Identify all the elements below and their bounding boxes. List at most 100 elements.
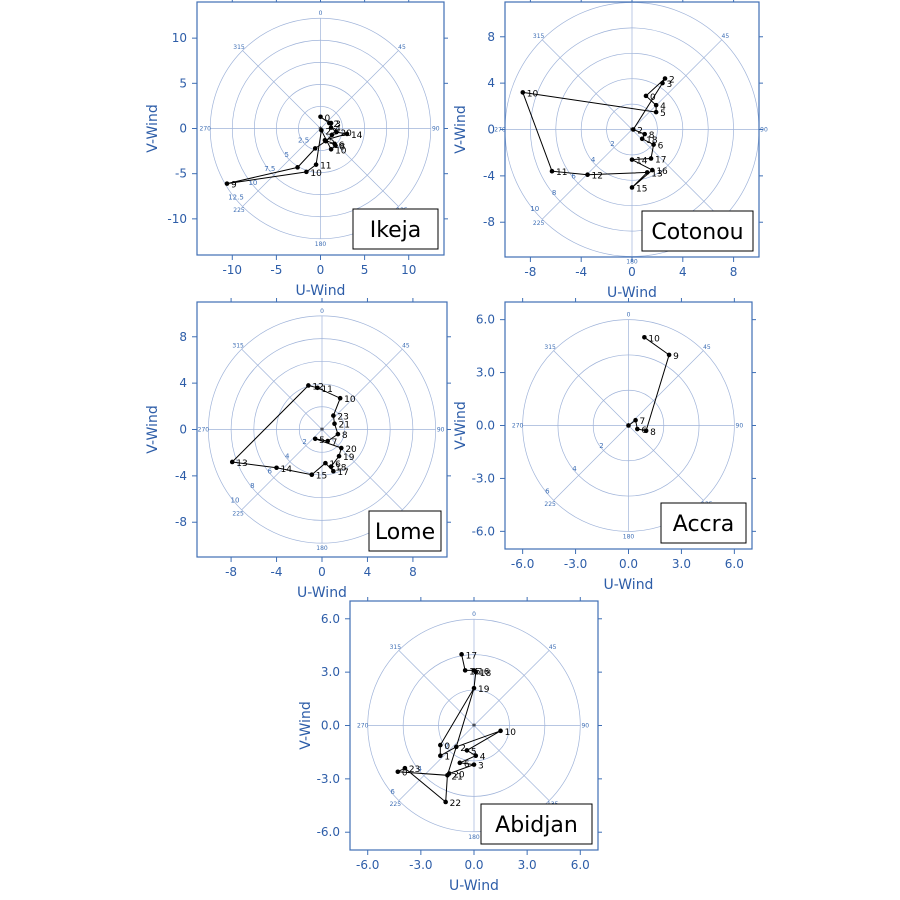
y-tick-label: -6.0 bbox=[472, 524, 495, 538]
data-point bbox=[333, 143, 338, 148]
data-point bbox=[660, 80, 665, 86]
hodograph-line bbox=[522, 78, 666, 188]
ring-label: 2 bbox=[610, 140, 614, 148]
data-point bbox=[438, 742, 443, 748]
azimuth-label: 90 bbox=[437, 427, 445, 434]
point-label: 19 bbox=[478, 685, 490, 695]
data-point bbox=[626, 423, 631, 428]
data-point bbox=[471, 762, 477, 767]
x-axis-label: U-Wind bbox=[607, 285, 657, 301]
data-point bbox=[331, 413, 336, 418]
x-tick-label: -4 bbox=[575, 265, 587, 279]
point-label: 18 bbox=[480, 669, 492, 679]
polar-spoke bbox=[631, 39, 723, 130]
point-label: 6 bbox=[339, 141, 345, 151]
point-label: 10 bbox=[344, 395, 356, 405]
data-point bbox=[629, 185, 635, 190]
point-label: 2 bbox=[637, 127, 643, 137]
point-label: 5 bbox=[329, 137, 335, 147]
data-point bbox=[312, 146, 318, 151]
point-label: 16 bbox=[656, 167, 668, 177]
data-point bbox=[337, 395, 343, 401]
data-point bbox=[639, 136, 645, 142]
polar-spoke bbox=[321, 429, 403, 511]
point-label: 14 bbox=[636, 157, 648, 167]
ring-label: 2 bbox=[302, 438, 306, 446]
x-tick-label: 0.0 bbox=[619, 557, 638, 571]
panel-lome: 04590135180225270315246810-8-4048840-4-8… bbox=[145, 298, 451, 601]
polar-spoke bbox=[541, 39, 633, 130]
x-axis-label: U-Wind bbox=[449, 878, 499, 894]
data-point bbox=[329, 132, 335, 138]
y-tick-label: -3.0 bbox=[317, 772, 340, 786]
polar-spoke bbox=[320, 128, 399, 207]
azimuth-label: 225 bbox=[232, 510, 244, 517]
azimuth-label: 225 bbox=[390, 801, 402, 808]
ring-label: 4 bbox=[285, 453, 290, 461]
data-point bbox=[635, 426, 640, 432]
azimuth-label: 270 bbox=[200, 126, 212, 133]
data-point bbox=[653, 102, 659, 108]
y-tick-label: -4 bbox=[483, 169, 495, 183]
point-label: 23 bbox=[337, 413, 348, 423]
panel-accra: 04590135180225270315246-6.0-3.00.03.06.0… bbox=[453, 298, 756, 593]
point-label: 10 bbox=[505, 728, 517, 738]
point-label: 4 bbox=[660, 102, 666, 112]
x-axis-label: U-Wind bbox=[297, 585, 347, 601]
y-tick-label: 8 bbox=[487, 30, 495, 44]
azimuth-label: 270 bbox=[512, 423, 524, 430]
x-tick-label: 6.0 bbox=[725, 557, 744, 571]
data-point bbox=[319, 128, 324, 133]
point-label: 15 bbox=[636, 184, 647, 194]
point-label: 8 bbox=[342, 431, 348, 441]
data-point bbox=[402, 765, 408, 771]
point-label: 18 bbox=[646, 136, 658, 146]
data-point bbox=[332, 421, 337, 427]
azimuth-label: 315 bbox=[544, 344, 556, 351]
y-tick-label: 6.0 bbox=[476, 313, 495, 327]
ring-label: 10 bbox=[530, 205, 539, 213]
azimuth-label: 90 bbox=[432, 126, 440, 133]
azimuth-label: 45 bbox=[398, 44, 406, 51]
y-tick-label: -10 bbox=[167, 212, 187, 226]
azimuth-label: 315 bbox=[232, 343, 244, 350]
data-point bbox=[644, 170, 650, 175]
x-tick-label: 4 bbox=[364, 565, 372, 579]
azimuth-label: 270 bbox=[357, 723, 369, 730]
x-tick-label: -3.0 bbox=[409, 858, 432, 872]
x-tick-label: 5 bbox=[361, 263, 369, 277]
ring-label: 2 bbox=[445, 742, 449, 750]
point-label: 8 bbox=[339, 143, 345, 153]
point-label: 17 bbox=[337, 468, 348, 478]
y-tick-label: -6.0 bbox=[317, 825, 340, 839]
x-tick-label: 4 bbox=[679, 265, 687, 279]
point-label: 8 bbox=[650, 428, 656, 438]
data-point bbox=[336, 453, 342, 459]
point-label: 22 bbox=[325, 127, 336, 137]
station-name-box bbox=[480, 803, 593, 845]
point-label: 10 bbox=[648, 334, 660, 344]
y-tick-label: 10 bbox=[172, 31, 187, 45]
y-tick-label: 3.0 bbox=[321, 665, 340, 679]
point-label: 16 bbox=[478, 667, 490, 677]
data-point bbox=[438, 753, 443, 759]
point-label: 21 bbox=[451, 772, 462, 782]
polar-spoke bbox=[241, 348, 323, 430]
data-point bbox=[344, 131, 350, 137]
polar-spoke bbox=[628, 350, 704, 426]
station-name: Cotonou bbox=[651, 220, 743, 245]
data-point bbox=[462, 668, 468, 673]
polar-spoke bbox=[398, 725, 475, 801]
data-point bbox=[459, 652, 464, 657]
polar-spoke bbox=[320, 50, 399, 129]
data-point bbox=[295, 165, 300, 170]
point-label: 22 bbox=[450, 799, 461, 809]
data-point bbox=[224, 181, 230, 186]
point-label: 8 bbox=[649, 131, 655, 141]
y-tick-label: 4 bbox=[487, 76, 495, 90]
ring-label: 4 bbox=[572, 465, 577, 473]
azimuth-label: 180 bbox=[468, 834, 480, 841]
x-tick-label: 0 bbox=[628, 265, 636, 279]
data-point bbox=[549, 168, 555, 174]
